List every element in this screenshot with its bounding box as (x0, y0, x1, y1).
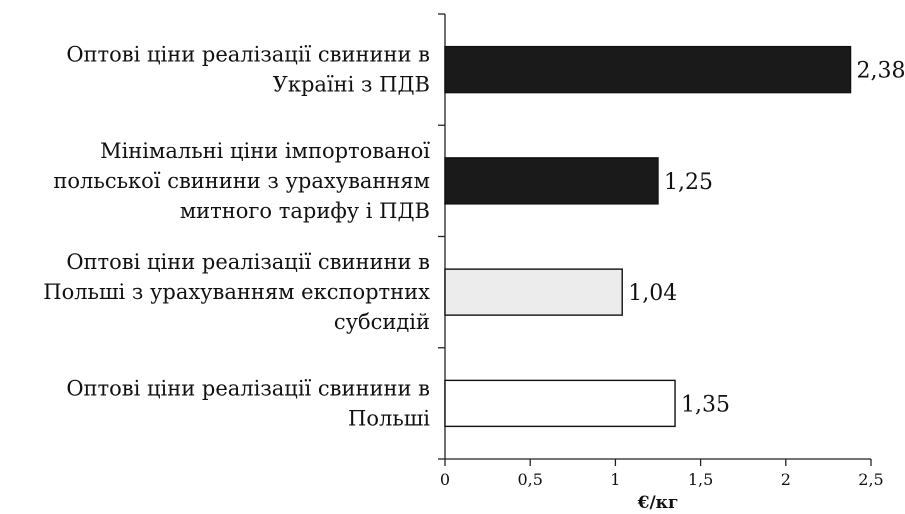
category-label: Польші (348, 406, 430, 430)
bar (444, 268, 623, 316)
x-tick-label: 0 (440, 470, 450, 489)
category-label: польської свинини з урахуванням (53, 169, 430, 193)
data-label: 1,35 (681, 392, 730, 417)
category-label: Оптові ціни реалізації свинини в (66, 376, 430, 400)
bar (444, 379, 676, 428)
x-tick-label: 1,5 (688, 470, 713, 489)
category-label: Оптові ціни реалізації свинини в (66, 250, 430, 274)
x-tick-label: 1 (610, 470, 620, 489)
bar (444, 157, 659, 205)
category-label: Україні з ПДВ (273, 73, 430, 97)
data-label: 1,04 (628, 281, 677, 306)
category-label: митного тарифу і ПДВ (180, 199, 430, 223)
ticks: 0 0,5 1 1,5 2 2,5 (438, 13, 884, 489)
data-label: 1,25 (664, 170, 713, 195)
bars: 2,38 1,25 1,04 1,35 (444, 45, 905, 428)
category-label: Польші з урахуванням експортних (43, 280, 430, 304)
category-labels: Оптові ціни реалізації свинини в Україні … (43, 43, 430, 431)
bar (444, 45, 852, 94)
x-axis-title: €/кг (637, 493, 679, 513)
data-label: 2,38 (857, 59, 905, 84)
category-label: Мінімальні ціни імпортованої (100, 139, 430, 163)
x-tick-label: 0,5 (517, 470, 542, 489)
category-label: субсидій (334, 310, 430, 334)
x-tick-label: 2,5 (858, 470, 883, 489)
category-label: Оптові ціни реалізації свинини в (66, 43, 430, 67)
x-tick-label: 2 (781, 470, 791, 489)
